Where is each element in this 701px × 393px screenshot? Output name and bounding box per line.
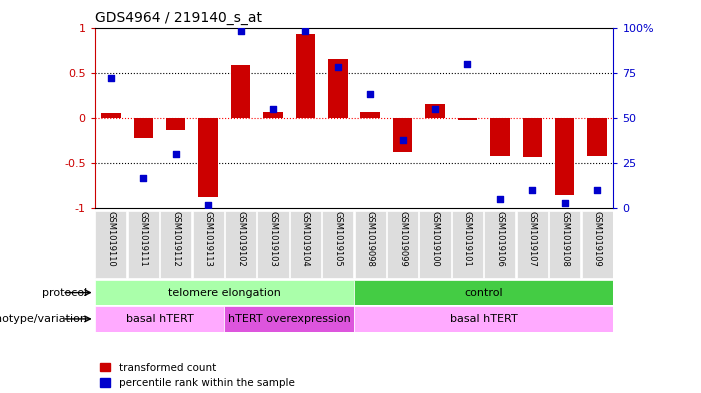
- Point: [430, 106, 441, 112]
- Text: protocol: protocol: [42, 288, 88, 298]
- FancyBboxPatch shape: [452, 211, 483, 278]
- FancyBboxPatch shape: [290, 211, 321, 278]
- Text: GSM1019098: GSM1019098: [366, 211, 375, 267]
- Text: GSM1019102: GSM1019102: [236, 211, 245, 267]
- FancyBboxPatch shape: [128, 211, 159, 278]
- Text: GSM1019099: GSM1019099: [398, 211, 407, 267]
- Point: [170, 151, 182, 157]
- FancyBboxPatch shape: [322, 211, 353, 278]
- Bar: [328, 59, 348, 118]
- Legend: transformed count, percentile rank within the sample: transformed count, percentile rank withi…: [100, 363, 294, 388]
- FancyBboxPatch shape: [95, 306, 224, 332]
- FancyBboxPatch shape: [224, 306, 354, 332]
- Point: [494, 196, 505, 202]
- Point: [332, 64, 343, 70]
- Point: [397, 136, 408, 143]
- Text: GSM1019110: GSM1019110: [107, 211, 116, 267]
- Text: GSM1019100: GSM1019100: [430, 211, 440, 267]
- Point: [137, 174, 149, 181]
- Text: genotype/variation: genotype/variation: [0, 314, 88, 324]
- FancyBboxPatch shape: [95, 280, 354, 305]
- Text: hTERT overexpression: hTERT overexpression: [228, 314, 350, 324]
- FancyBboxPatch shape: [95, 211, 126, 278]
- Point: [267, 106, 278, 112]
- Point: [365, 91, 376, 97]
- Text: GSM1019104: GSM1019104: [301, 211, 310, 267]
- Point: [462, 61, 473, 67]
- Text: GDS4964 / 219140_s_at: GDS4964 / 219140_s_at: [95, 11, 261, 25]
- Point: [526, 187, 538, 193]
- Text: basal hTERT: basal hTERT: [450, 314, 517, 324]
- FancyBboxPatch shape: [419, 211, 451, 278]
- FancyBboxPatch shape: [517, 211, 548, 278]
- Text: GSM1019112: GSM1019112: [171, 211, 180, 267]
- FancyBboxPatch shape: [582, 211, 613, 278]
- FancyBboxPatch shape: [549, 211, 580, 278]
- FancyBboxPatch shape: [354, 306, 613, 332]
- Bar: [393, 118, 412, 152]
- FancyBboxPatch shape: [160, 211, 191, 278]
- FancyBboxPatch shape: [257, 211, 289, 278]
- Text: GSM1019108: GSM1019108: [560, 211, 569, 267]
- Bar: [134, 118, 153, 138]
- FancyBboxPatch shape: [225, 211, 256, 278]
- Text: GSM1019101: GSM1019101: [463, 211, 472, 267]
- Text: GSM1019103: GSM1019103: [268, 211, 278, 267]
- Point: [300, 28, 311, 34]
- Text: GSM1019106: GSM1019106: [496, 211, 505, 267]
- Point: [203, 202, 214, 208]
- Bar: [490, 118, 510, 156]
- Bar: [523, 118, 542, 157]
- Text: basal hTERT: basal hTERT: [125, 314, 193, 324]
- Bar: [360, 112, 380, 118]
- Text: GSM1019107: GSM1019107: [528, 211, 537, 267]
- Bar: [231, 66, 250, 118]
- FancyBboxPatch shape: [484, 211, 515, 278]
- Bar: [426, 104, 444, 118]
- FancyBboxPatch shape: [193, 211, 224, 278]
- Text: GSM1019113: GSM1019113: [203, 211, 212, 267]
- FancyBboxPatch shape: [354, 280, 613, 305]
- Bar: [166, 118, 185, 130]
- Bar: [458, 118, 477, 120]
- Text: GSM1019109: GSM1019109: [592, 211, 601, 267]
- Bar: [101, 113, 121, 118]
- Text: GSM1019111: GSM1019111: [139, 211, 148, 267]
- Point: [235, 28, 246, 34]
- FancyBboxPatch shape: [387, 211, 418, 278]
- Bar: [296, 34, 315, 118]
- Text: control: control: [464, 288, 503, 298]
- Point: [105, 75, 116, 81]
- Bar: [555, 118, 575, 195]
- FancyBboxPatch shape: [355, 211, 386, 278]
- Point: [592, 187, 603, 193]
- Bar: [198, 118, 218, 197]
- Text: GSM1019105: GSM1019105: [333, 211, 342, 267]
- Bar: [264, 112, 283, 118]
- Bar: [587, 118, 607, 156]
- Text: telomere elongation: telomere elongation: [168, 288, 281, 298]
- Point: [559, 200, 571, 206]
